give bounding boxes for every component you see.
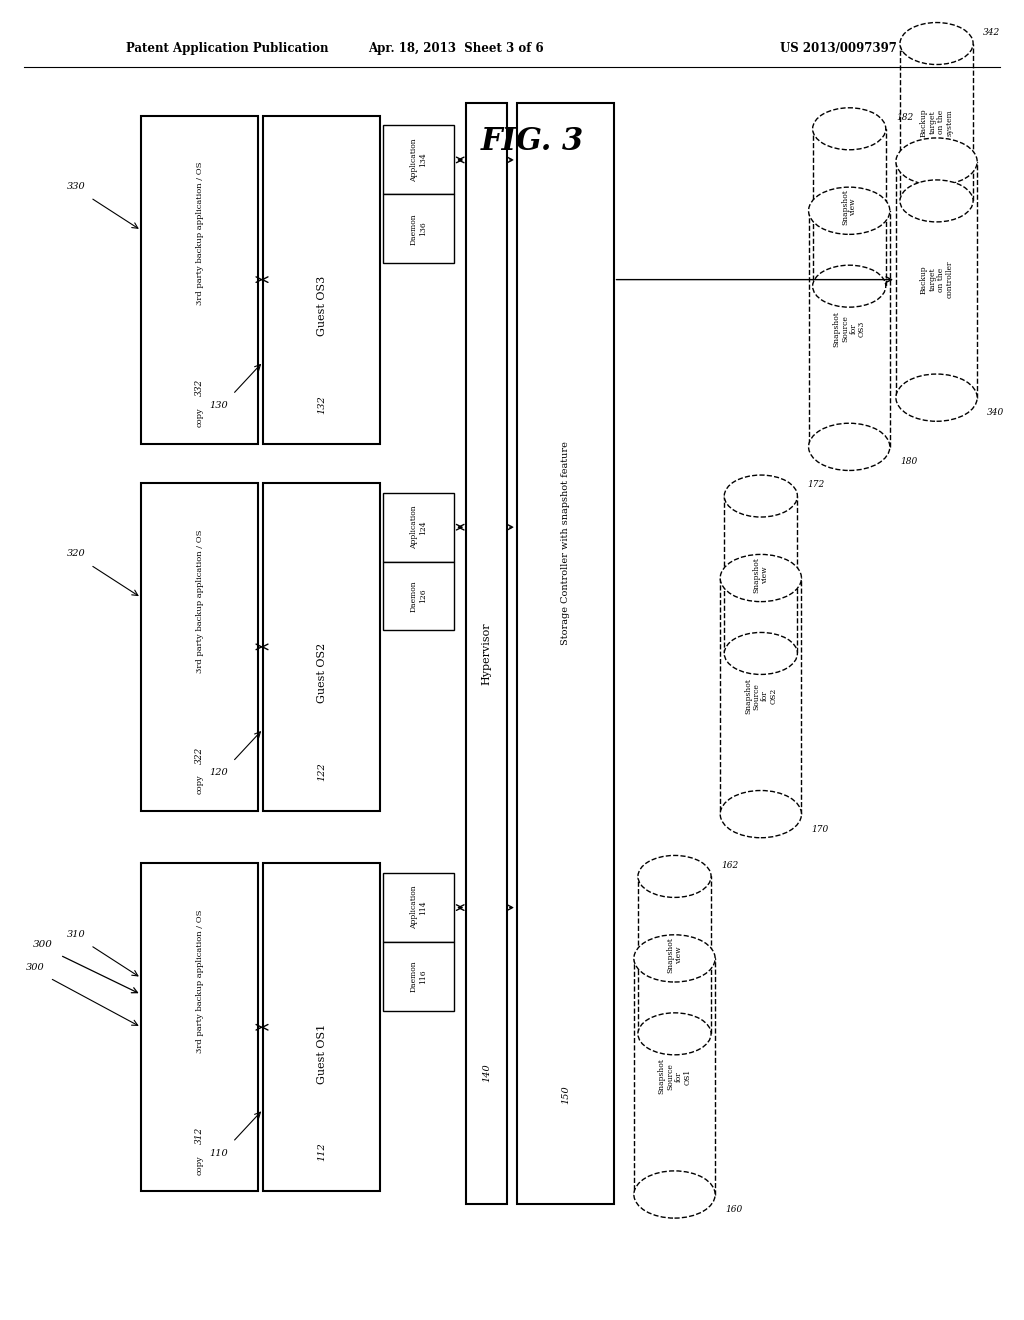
Bar [383,125,454,194]
Text: 110: 110 [209,1148,227,1158]
Text: 300: 300 [26,962,45,972]
Bar [724,496,798,653]
Text: Snapshot
Source
for
OS2: Snapshot Source for OS2 [744,678,778,714]
Bar [263,483,380,810]
Text: 140: 140 [482,1063,492,1081]
Text: Snapshot
view: Snapshot view [753,557,769,593]
Text: Snapshot
Source
for
OS1: Snapshot Source for OS1 [657,1059,691,1094]
Text: Snapshot
view: Snapshot view [841,190,857,226]
Bar [813,129,886,286]
Bar [634,958,715,1195]
Text: Backup
target
on the
system: Backup target on the system [920,108,953,136]
Text: 170: 170 [812,825,828,834]
Text: Storage Controller with snapshot feature: Storage Controller with snapshot feature [561,441,569,645]
Text: 332: 332 [196,379,204,396]
Bar [383,194,454,263]
Text: copy: copy [196,1155,204,1175]
Text: Guest OS2: Guest OS2 [316,643,327,704]
Bar [900,44,973,201]
Ellipse shape [720,554,802,602]
Bar [720,578,802,814]
Text: 122: 122 [317,762,326,781]
Bar [896,161,977,397]
Text: Daemon
126: Daemon 126 [410,581,427,612]
Text: 130: 130 [209,401,227,411]
Text: Hypervisor: Hypervisor [481,622,492,685]
Bar [141,483,258,810]
Ellipse shape [813,265,886,308]
Text: 310: 310 [67,929,85,939]
Text: Snapshot
view: Snapshot view [667,937,683,973]
Text: Guest OS3: Guest OS3 [316,276,327,337]
Ellipse shape [634,1171,715,1218]
Text: 132: 132 [317,395,326,413]
Ellipse shape [720,791,802,838]
Ellipse shape [634,935,715,982]
Bar [809,211,890,447]
Ellipse shape [900,180,973,222]
Text: Patent Application Publication: Patent Application Publication [126,42,329,55]
Text: Snapshot
Source
for
OS3: Snapshot Source for OS3 [833,312,866,347]
Bar [263,116,380,444]
Text: 320: 320 [67,549,85,558]
Text: 120: 120 [209,768,227,777]
Text: 3rd party backup application / OS: 3rd party backup application / OS [196,162,204,305]
Text: Application
134: Application 134 [410,139,427,182]
Text: Daemon
136: Daemon 136 [410,213,427,244]
Text: Daemon
116: Daemon 116 [410,961,427,993]
Text: 312: 312 [196,1127,204,1144]
Bar [383,873,454,942]
Bar [383,561,454,631]
Text: 182: 182 [896,114,913,123]
Text: 172: 172 [808,480,824,490]
Ellipse shape [638,855,711,898]
Bar [638,876,711,1034]
Text: 150: 150 [561,1085,569,1104]
Ellipse shape [638,1012,711,1055]
Text: Apr. 18, 2013  Sheet 3 of 6: Apr. 18, 2013 Sheet 3 of 6 [369,42,544,55]
Text: 3rd party backup application / OS: 3rd party backup application / OS [196,909,204,1053]
Text: US 2013/0097397 A1: US 2013/0097397 A1 [780,42,919,55]
Bar [383,942,454,1011]
Bar [466,103,507,1204]
Ellipse shape [813,108,886,149]
Text: copy: copy [196,775,204,795]
Text: Guest OS1: Guest OS1 [316,1023,327,1084]
Ellipse shape [724,475,798,517]
Text: 160: 160 [725,1205,742,1214]
Text: Backup
target
on the
controller: Backup target on the controller [920,261,953,298]
Ellipse shape [896,139,977,185]
Bar [141,863,258,1191]
Ellipse shape [900,22,973,65]
Text: FIG. 3: FIG. 3 [480,127,584,157]
Bar [141,116,258,444]
Text: 322: 322 [196,747,204,764]
Text: 330: 330 [67,182,85,191]
Text: 340: 340 [987,408,1005,417]
Text: 180: 180 [900,457,918,466]
Text: 162: 162 [721,861,738,870]
Ellipse shape [809,424,890,470]
Bar [263,863,380,1191]
Ellipse shape [896,374,977,421]
Text: Application
124: Application 124 [410,506,427,549]
Text: 3rd party backup application / OS: 3rd party backup application / OS [196,529,204,673]
Ellipse shape [724,632,798,675]
Text: 112: 112 [317,1143,326,1162]
Bar [383,492,454,561]
Bar [517,103,613,1204]
Text: Application
114: Application 114 [410,886,427,929]
Ellipse shape [809,187,890,235]
Text: 300: 300 [33,940,53,949]
Text: copy: copy [196,408,204,428]
Text: 342: 342 [983,28,1000,37]
